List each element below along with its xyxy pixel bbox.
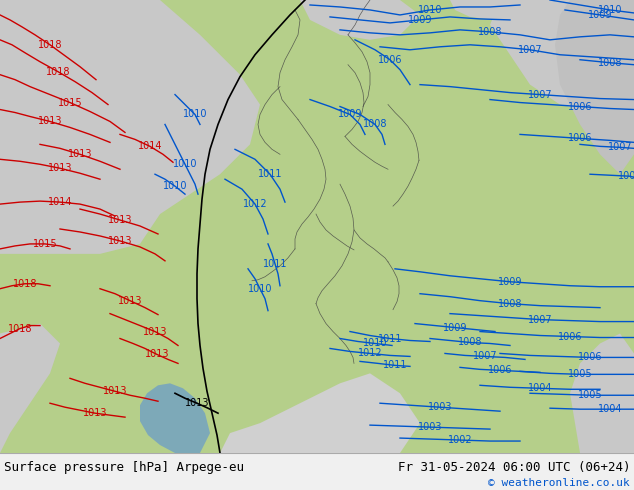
Text: 1006: 1006 — [568, 101, 592, 112]
Text: 1012: 1012 — [358, 348, 382, 359]
Text: 1006: 1006 — [568, 133, 592, 144]
Text: 1007: 1007 — [473, 351, 497, 362]
Text: 1005: 1005 — [567, 369, 592, 379]
Text: 1010: 1010 — [183, 109, 207, 120]
Polygon shape — [570, 334, 634, 453]
Text: 1011: 1011 — [383, 360, 407, 370]
Text: 1013: 1013 — [83, 408, 107, 418]
Text: 1014: 1014 — [48, 197, 72, 207]
Text: 1009: 1009 — [498, 277, 522, 287]
Text: 1013: 1013 — [184, 398, 209, 408]
Text: 1007: 1007 — [527, 315, 552, 324]
Polygon shape — [0, 0, 260, 254]
Text: 1006: 1006 — [558, 332, 582, 342]
Text: 1008: 1008 — [458, 338, 482, 347]
Text: 1003: 1003 — [428, 402, 452, 412]
Text: 1009: 1009 — [443, 322, 467, 333]
Text: 1008: 1008 — [498, 299, 522, 309]
Text: 1006: 1006 — [578, 352, 602, 363]
Text: 1013: 1013 — [48, 163, 72, 173]
Text: 1009: 1009 — [408, 15, 432, 25]
Polygon shape — [300, 0, 420, 40]
Polygon shape — [140, 383, 210, 453]
Text: Fr 31-05-2024 06:00 UTC (06+24): Fr 31-05-2024 06:00 UTC (06+24) — [398, 461, 630, 474]
Text: 1007: 1007 — [618, 171, 634, 181]
Polygon shape — [220, 373, 420, 453]
Text: 1002: 1002 — [448, 435, 472, 445]
Text: 1012: 1012 — [243, 199, 268, 209]
Text: 1013: 1013 — [38, 117, 62, 126]
Text: 1007: 1007 — [518, 45, 542, 55]
Text: 1018: 1018 — [38, 40, 62, 50]
Text: 1009: 1009 — [338, 109, 362, 120]
Text: 1013: 1013 — [108, 236, 133, 246]
Text: 1010: 1010 — [172, 159, 197, 169]
Text: 1010: 1010 — [418, 5, 443, 15]
Text: 1007: 1007 — [527, 90, 552, 99]
Polygon shape — [100, 145, 140, 169]
Text: © weatheronline.co.uk: © weatheronline.co.uk — [488, 478, 630, 488]
Polygon shape — [555, 0, 634, 174]
Text: 1008: 1008 — [363, 120, 387, 129]
Text: 1015: 1015 — [58, 98, 82, 107]
Text: 1004: 1004 — [527, 383, 552, 393]
Text: 1008: 1008 — [478, 27, 502, 37]
Text: 1013: 1013 — [108, 215, 133, 225]
Text: 1013: 1013 — [68, 149, 93, 159]
Text: 1013: 1013 — [118, 295, 142, 306]
Text: 1010: 1010 — [248, 284, 272, 294]
Text: 1013: 1013 — [143, 326, 167, 337]
Text: 1005: 1005 — [578, 390, 602, 400]
Text: 1018: 1018 — [13, 279, 37, 289]
Text: 1006: 1006 — [378, 55, 402, 65]
Text: 1013: 1013 — [145, 349, 169, 360]
Text: Surface pressure [hPa] Arpege-eu: Surface pressure [hPa] Arpege-eu — [4, 461, 244, 474]
Text: 1010: 1010 — [363, 339, 387, 348]
Polygon shape — [450, 0, 510, 20]
Polygon shape — [0, 323, 60, 453]
Polygon shape — [490, 0, 634, 115]
Text: 1007: 1007 — [607, 143, 632, 152]
Text: 1013: 1013 — [103, 386, 127, 396]
Text: 1018: 1018 — [46, 67, 70, 76]
Text: 1004: 1004 — [598, 404, 622, 414]
Text: 1015: 1015 — [33, 239, 57, 249]
Text: 1008: 1008 — [598, 58, 622, 68]
Text: 1010: 1010 — [163, 181, 187, 191]
Text: 1011: 1011 — [262, 259, 287, 269]
Text: 1014: 1014 — [138, 141, 162, 151]
Text: 1010: 1010 — [598, 5, 622, 15]
Text: 1011: 1011 — [258, 169, 282, 179]
Text: 1003: 1003 — [418, 422, 443, 432]
Text: 1011: 1011 — [378, 334, 402, 343]
Text: 1006: 1006 — [488, 366, 512, 375]
Text: 1009: 1009 — [588, 10, 612, 20]
Text: 1018: 1018 — [8, 323, 32, 334]
